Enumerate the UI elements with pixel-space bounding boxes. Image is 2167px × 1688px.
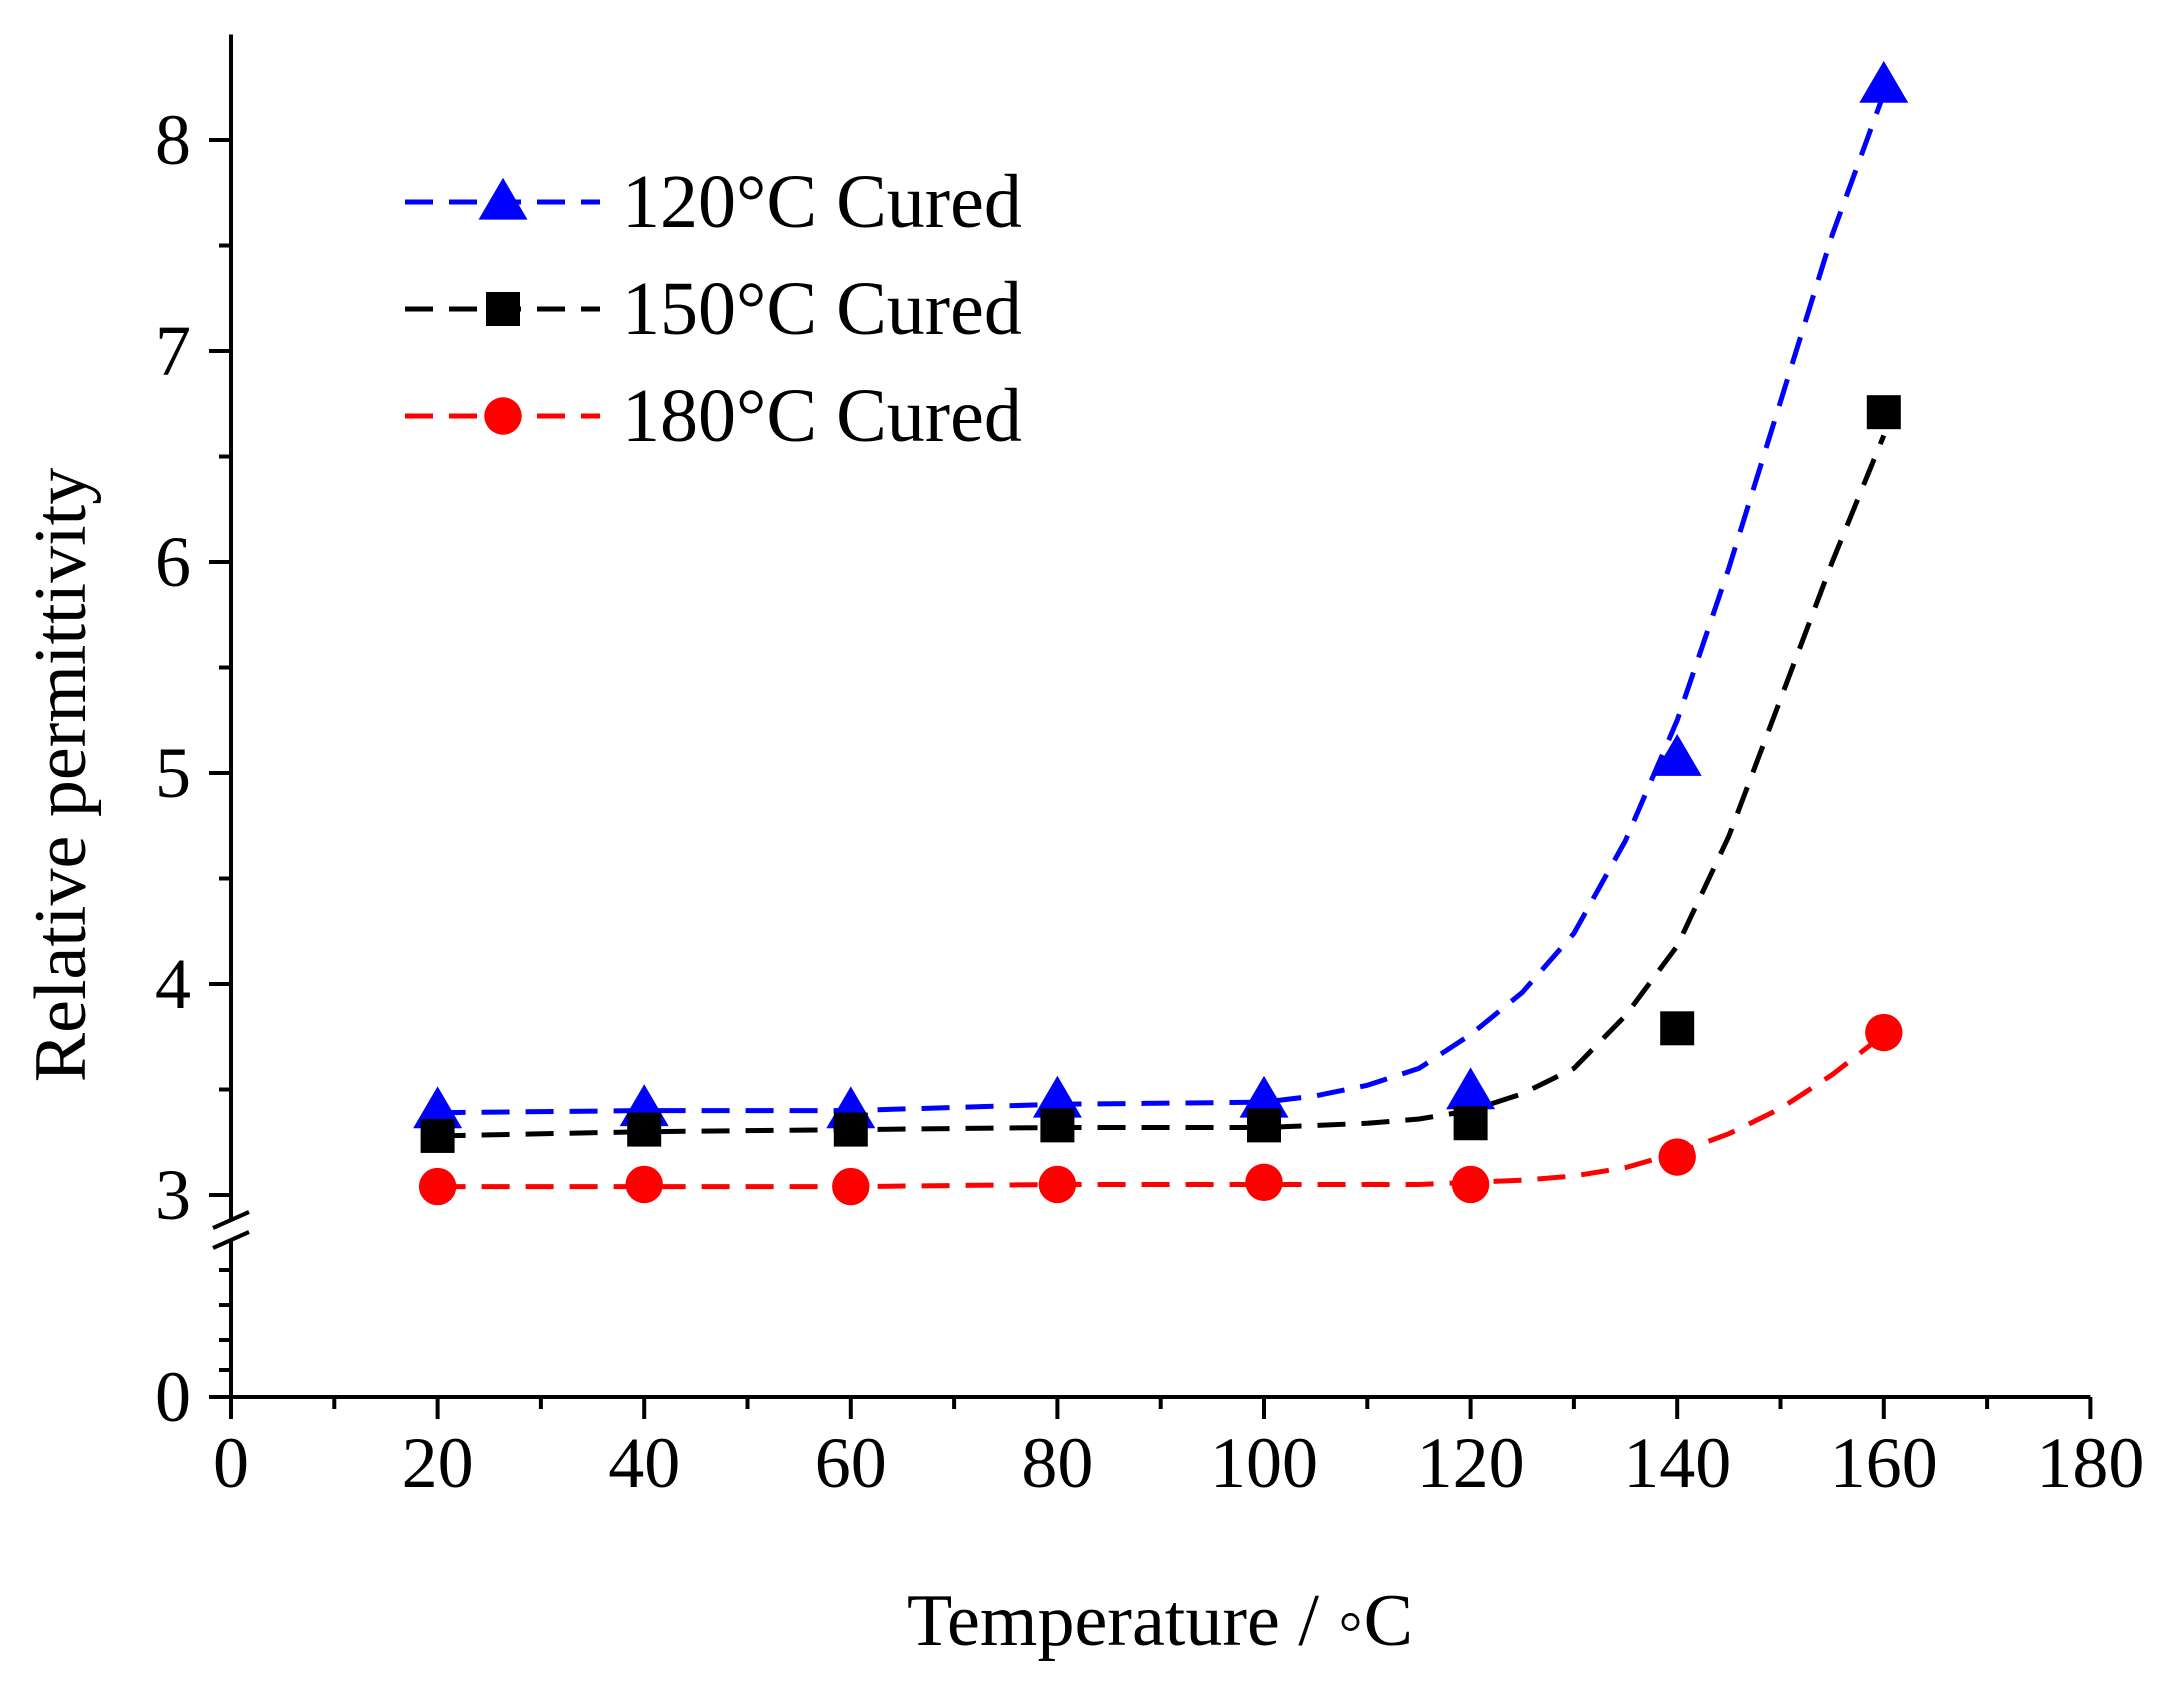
y-tick-label: 5 (155, 733, 191, 813)
data-point (1658, 1138, 1696, 1176)
fit-lines (437, 92, 1887, 1190)
legend-marker (478, 177, 528, 220)
x-tick-label: 140 (1623, 1423, 1731, 1503)
data-point (1245, 1163, 1283, 1202)
data-markers (413, 60, 1909, 1206)
data-point (1652, 733, 1702, 776)
data-point (413, 1086, 463, 1129)
axis-break-mark (212, 1230, 250, 1250)
data-point (418, 1167, 457, 1206)
x-tick-label: 20 (402, 1423, 474, 1503)
legend-label: 120°C Cured (622, 160, 1022, 244)
data-point (1040, 1108, 1075, 1143)
legend-marker (486, 292, 520, 326)
data-point (1866, 395, 1901, 430)
axes: 0 20 40 60 80 100 120 140 160 180 0 3 4 5 6 7 8 (155, 34, 2144, 1503)
data-point (1038, 1165, 1077, 1204)
fit-line (437, 434, 1887, 1139)
x-tick-label: 80 (1021, 1423, 1093, 1503)
legend-marker (484, 397, 522, 435)
data-point (1239, 1075, 1289, 1118)
data-point (1859, 60, 1909, 103)
x-axis-label: Temperature / ◦C (907, 1580, 1413, 1662)
legend-label: 180°C Cured (622, 374, 1022, 458)
y-tick-label: 6 (155, 522, 191, 602)
x-tick-label: 40 (608, 1423, 680, 1503)
data-point (627, 1112, 662, 1147)
y-tick-label: 0 (155, 1357, 191, 1437)
x-tick-label: 100 (1210, 1423, 1318, 1503)
x-tick-label: 180 (2036, 1423, 2144, 1503)
data-point (420, 1118, 455, 1153)
y-tick-label: 7 (155, 311, 191, 391)
data-point (625, 1165, 663, 1204)
axis-break-mark (212, 1210, 250, 1230)
data-point (833, 1112, 868, 1147)
fit-line (437, 1032, 1886, 1190)
data-point (1660, 1011, 1695, 1046)
legend-label: 150°C Cured (622, 267, 1022, 351)
data-point (832, 1167, 870, 1206)
y-axis-label: Relative permittivity (20, 468, 102, 1082)
y-tick-label: 3 (155, 1155, 191, 1235)
data-point (1865, 1013, 1903, 1052)
y-tick-label: 4 (155, 944, 191, 1024)
data-point (1453, 1106, 1488, 1141)
data-point (1451, 1165, 1490, 1204)
data-point (1446, 1067, 1496, 1110)
x-tick-label: 120 (1417, 1423, 1525, 1503)
x-tick-label: 160 (1830, 1423, 1938, 1503)
x-tick-label: 60 (815, 1423, 887, 1503)
fit-line (437, 92, 1887, 1116)
legend: 120°C Cured 150°C Cured 180°C Cured (405, 160, 1022, 458)
data-point (1247, 1108, 1281, 1143)
y-tick-label: 8 (155, 100, 191, 180)
x-tick-label: 0 (213, 1423, 249, 1503)
data-point (1032, 1075, 1082, 1118)
